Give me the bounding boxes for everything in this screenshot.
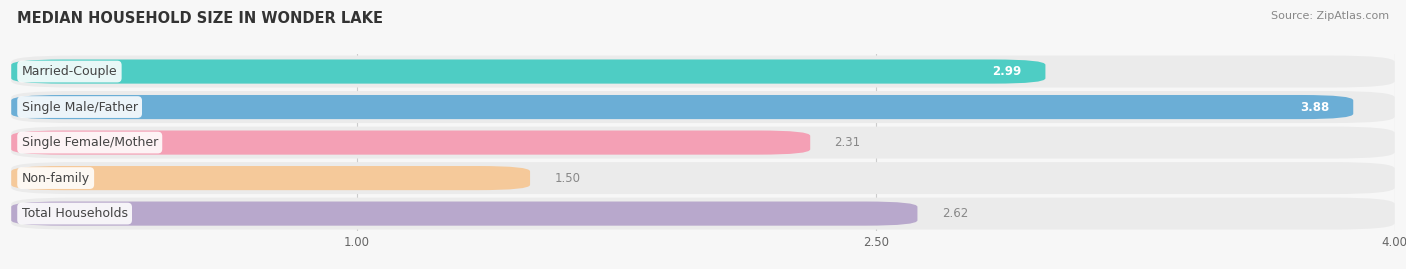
- FancyBboxPatch shape: [11, 91, 1395, 123]
- Text: Single Male/Father: Single Male/Father: [21, 101, 138, 114]
- FancyBboxPatch shape: [11, 198, 1395, 229]
- FancyBboxPatch shape: [11, 127, 1395, 158]
- FancyBboxPatch shape: [11, 166, 530, 190]
- FancyBboxPatch shape: [11, 95, 1353, 119]
- FancyBboxPatch shape: [11, 56, 1395, 87]
- Text: 1.50: 1.50: [554, 172, 581, 185]
- FancyBboxPatch shape: [11, 59, 1046, 84]
- Text: Source: ZipAtlas.com: Source: ZipAtlas.com: [1271, 11, 1389, 21]
- Text: 2.62: 2.62: [942, 207, 967, 220]
- FancyBboxPatch shape: [11, 130, 810, 155]
- Text: Non-family: Non-family: [21, 172, 90, 185]
- FancyBboxPatch shape: [11, 162, 1395, 194]
- Text: Total Households: Total Households: [21, 207, 128, 220]
- Text: MEDIAN HOUSEHOLD SIZE IN WONDER LAKE: MEDIAN HOUSEHOLD SIZE IN WONDER LAKE: [17, 11, 382, 26]
- Text: Single Female/Mother: Single Female/Mother: [21, 136, 157, 149]
- Text: 2.31: 2.31: [834, 136, 860, 149]
- FancyBboxPatch shape: [11, 201, 918, 226]
- Text: 2.99: 2.99: [993, 65, 1021, 78]
- Text: Married-Couple: Married-Couple: [21, 65, 117, 78]
- Text: 3.88: 3.88: [1299, 101, 1329, 114]
